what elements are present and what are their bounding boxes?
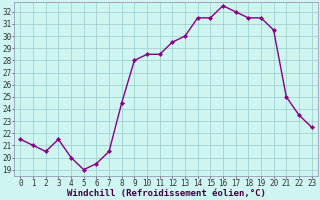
X-axis label: Windchill (Refroidissement éolien,°C): Windchill (Refroidissement éolien,°C) [67,189,266,198]
